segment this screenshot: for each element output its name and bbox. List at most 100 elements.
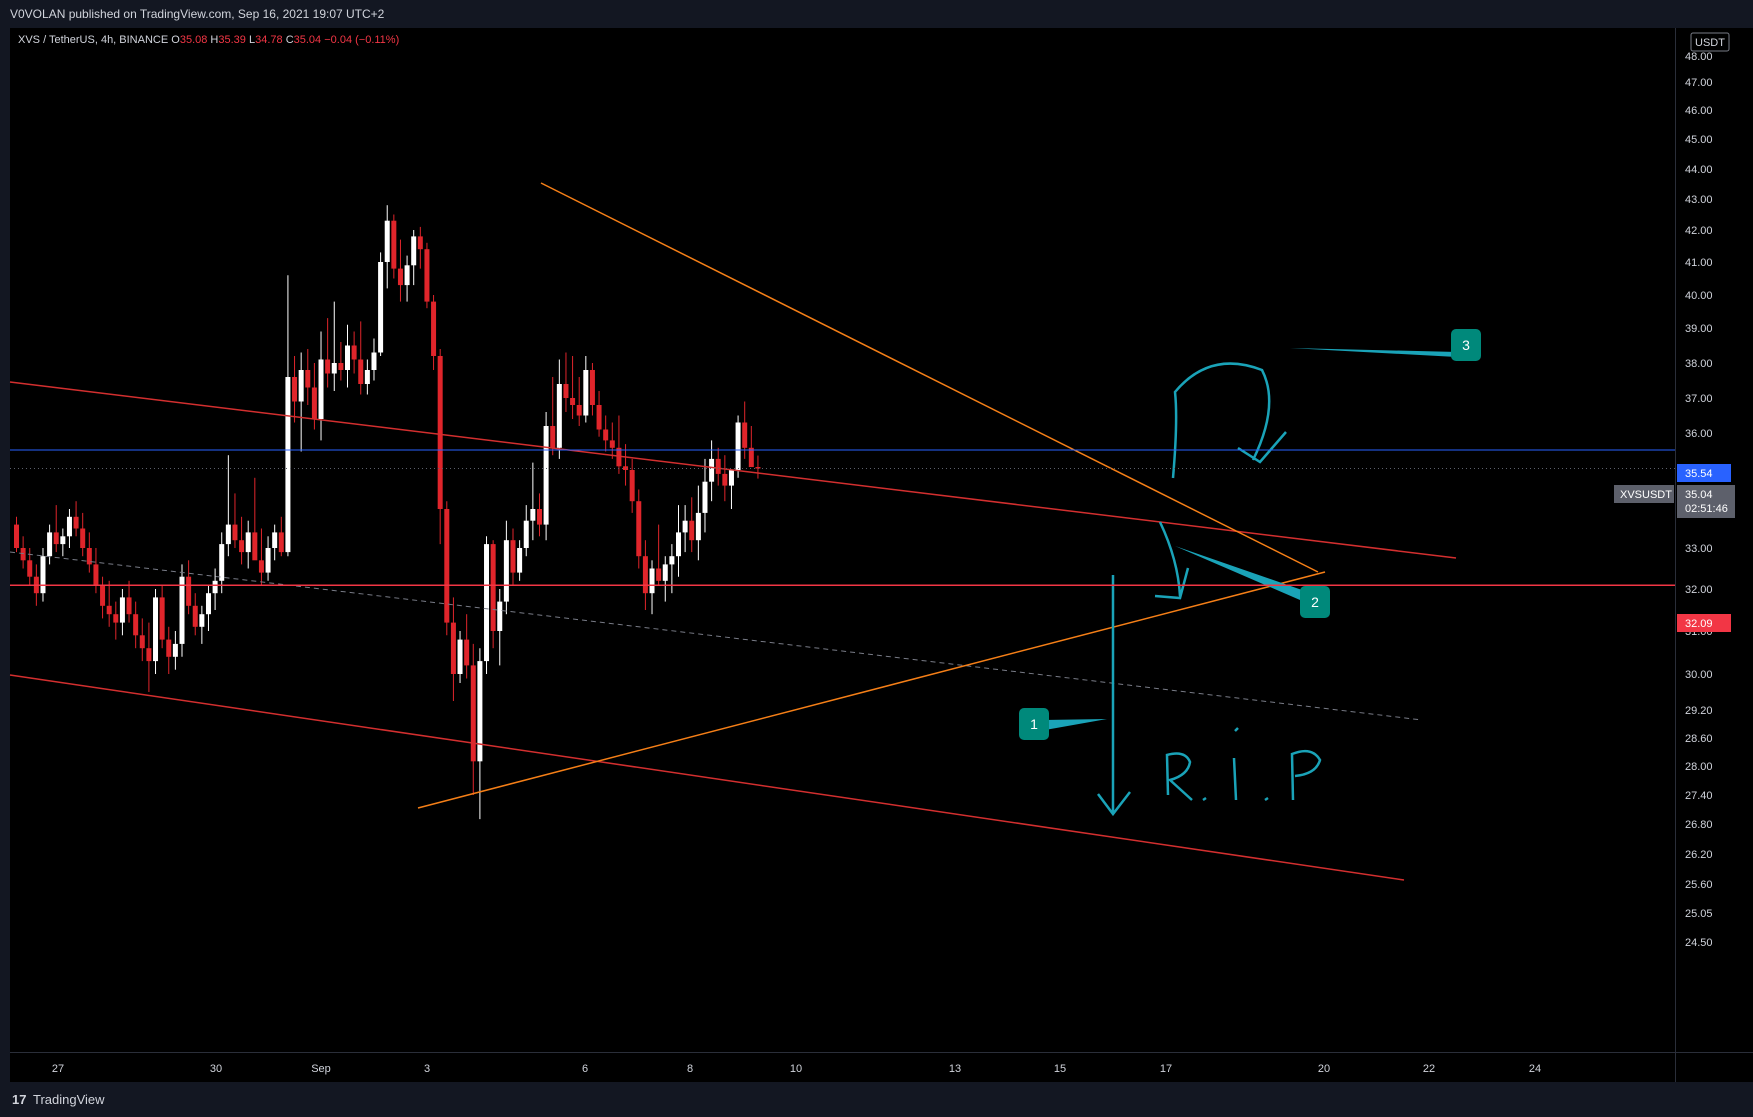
candle[interactable] bbox=[371, 338, 377, 381]
candle[interactable] bbox=[113, 601, 119, 640]
candle[interactable] bbox=[623, 444, 629, 486]
candle[interactable] bbox=[510, 528, 516, 585]
candle[interactable] bbox=[431, 295, 437, 370]
rip-drawing[interactable] bbox=[1165, 727, 1322, 802]
candle[interactable] bbox=[272, 524, 278, 561]
candle[interactable] bbox=[199, 605, 205, 644]
arrow-3-drawing[interactable] bbox=[1171, 362, 1287, 479]
candle[interactable] bbox=[305, 349, 311, 405]
candle[interactable] bbox=[735, 415, 741, 478]
candle[interactable] bbox=[715, 447, 721, 486]
price-axis[interactable] bbox=[1675, 28, 1753, 1052]
candle[interactable] bbox=[477, 648, 483, 820]
pointer-1[interactable] bbox=[1043, 719, 1107, 730]
candle[interactable] bbox=[503, 520, 509, 615]
candle[interactable] bbox=[748, 426, 754, 468]
candle[interactable] bbox=[133, 601, 139, 649]
triangle-upper-line[interactable] bbox=[540, 182, 1319, 573]
candle[interactable] bbox=[437, 349, 443, 545]
tradingview-logo-icon[interactable]: 17 bbox=[12, 1092, 27, 1107]
candle[interactable] bbox=[616, 415, 622, 474]
candle[interactable] bbox=[325, 318, 331, 388]
time-axis[interactable] bbox=[10, 1052, 1675, 1083]
candle[interactable] bbox=[642, 540, 648, 610]
candle[interactable] bbox=[40, 548, 46, 602]
candle[interactable] bbox=[676, 505, 681, 577]
candle[interactable] bbox=[649, 560, 655, 615]
candle[interactable] bbox=[205, 584, 211, 631]
candle[interactable] bbox=[589, 363, 595, 416]
candle[interactable] bbox=[563, 352, 569, 413]
candle[interactable] bbox=[252, 477, 258, 561]
candle[interactable] bbox=[662, 556, 668, 602]
pointer-3[interactable] bbox=[1290, 348, 1475, 358]
candle[interactable] bbox=[530, 462, 536, 541]
candle[interactable] bbox=[106, 580, 112, 627]
candle[interactable] bbox=[172, 631, 178, 670]
candle[interactable] bbox=[119, 589, 125, 636]
candle[interactable] bbox=[695, 485, 701, 561]
candle[interactable] bbox=[47, 524, 53, 565]
candle[interactable] bbox=[742, 401, 748, 459]
red-level-label[interactable]: 32.09 bbox=[1677, 614, 1731, 632]
candle[interactable] bbox=[603, 415, 609, 452]
candle[interactable] bbox=[411, 230, 417, 286]
candle[interactable] bbox=[689, 497, 695, 553]
candle[interactable] bbox=[470, 643, 476, 795]
candle[interactable] bbox=[709, 440, 715, 502]
candle[interactable] bbox=[20, 536, 26, 569]
blue-level-label[interactable]: 35.54 bbox=[1677, 464, 1731, 482]
candle[interactable] bbox=[450, 597, 456, 701]
candle[interactable] bbox=[331, 301, 337, 391]
candle[interactable] bbox=[728, 470, 734, 509]
candle[interactable] bbox=[656, 524, 662, 585]
candle[interactable] bbox=[702, 458, 708, 533]
badge-3[interactable]: 3 bbox=[1451, 329, 1481, 361]
candle[interactable] bbox=[517, 540, 523, 581]
candle[interactable] bbox=[14, 516, 19, 553]
candle[interactable] bbox=[225, 455, 231, 557]
candle[interactable] bbox=[292, 356, 298, 423]
candle[interactable] bbox=[444, 501, 450, 636]
candle[interactable] bbox=[126, 580, 132, 623]
candle[interactable] bbox=[239, 516, 245, 565]
candle[interactable] bbox=[278, 516, 284, 557]
candle[interactable] bbox=[536, 493, 542, 537]
candle[interactable] bbox=[318, 331, 324, 441]
tradingview-brand[interactable]: TradingView bbox=[33, 1092, 105, 1107]
candle[interactable] bbox=[543, 412, 549, 541]
candle[interactable] bbox=[417, 226, 423, 269]
arrow-2-drawing[interactable] bbox=[1154, 521, 1190, 600]
candle[interactable] bbox=[258, 528, 264, 585]
candle[interactable] bbox=[80, 512, 86, 557]
candle[interactable] bbox=[139, 618, 145, 662]
candle[interactable] bbox=[364, 359, 370, 395]
candle[interactable] bbox=[464, 614, 470, 679]
candle[interactable] bbox=[609, 422, 615, 459]
candle[interactable] bbox=[73, 501, 79, 537]
candle[interactable] bbox=[60, 528, 66, 557]
candle[interactable] bbox=[636, 489, 642, 569]
candle[interactable] bbox=[146, 622, 152, 692]
candle[interactable] bbox=[682, 505, 688, 553]
badge-1[interactable]: 1 bbox=[1019, 708, 1049, 740]
candle[interactable] bbox=[523, 505, 529, 557]
candle[interactable] bbox=[583, 356, 589, 423]
candle[interactable] bbox=[378, 252, 384, 356]
candle[interactable] bbox=[27, 548, 33, 585]
candle[interactable] bbox=[397, 239, 403, 302]
candle[interactable] bbox=[570, 356, 576, 419]
candle[interactable] bbox=[298, 352, 304, 452]
candle[interactable] bbox=[93, 548, 99, 594]
candle[interactable] bbox=[629, 458, 635, 513]
candle[interactable] bbox=[338, 342, 344, 381]
badge-2[interactable]: 2 bbox=[1300, 586, 1330, 618]
candle[interactable] bbox=[66, 509, 72, 548]
candle[interactable] bbox=[722, 455, 728, 502]
arrow-down-drawing[interactable] bbox=[1097, 575, 1131, 817]
candle[interactable] bbox=[186, 560, 192, 615]
triangle-lower-line[interactable] bbox=[417, 571, 1326, 809]
candle[interactable] bbox=[166, 626, 172, 674]
candle[interactable] bbox=[345, 324, 350, 388]
pointer-2[interactable] bbox=[1175, 546, 1302, 600]
